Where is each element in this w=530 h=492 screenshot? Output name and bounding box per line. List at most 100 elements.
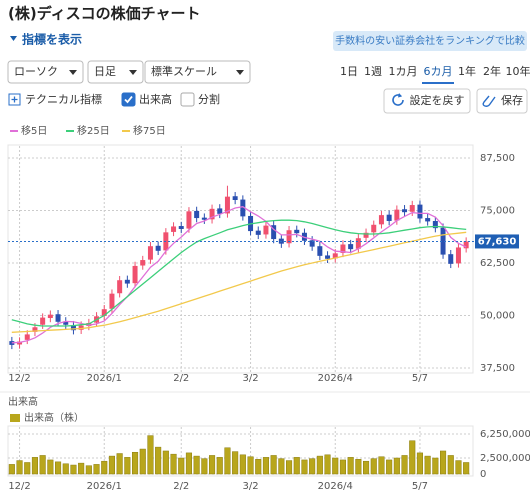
volume-bar — [47, 459, 54, 475]
candle-body — [371, 224, 377, 233]
volume-bar — [370, 458, 377, 475]
volume-bar — [101, 460, 108, 475]
candle-body — [63, 321, 69, 325]
period-tab[interactable]: 1カ月 — [389, 65, 418, 78]
volume-bar — [262, 457, 269, 475]
volume-bar — [247, 456, 254, 475]
reset-icon-head — [398, 93, 402, 98]
volume-bar — [301, 459, 308, 475]
volume-bar — [155, 446, 162, 475]
candle-body — [348, 244, 354, 250]
button-bg — [476, 88, 528, 114]
x-tick-label: 2026/4 — [318, 373, 353, 384]
volume-bar — [347, 457, 354, 475]
volume-bar — [386, 459, 393, 475]
checkbox-label: 出来高 — [139, 92, 172, 106]
candle-body — [255, 230, 261, 235]
candle-body — [271, 225, 277, 240]
checkbox-label: 分割 — [198, 92, 220, 106]
compare-button[interactable]: 手数料の安い証券会社をランキングで比較 — [333, 31, 527, 51]
period-tab[interactable]: 10年 — [506, 64, 530, 78]
y-tick-label: 6,250,000 — [480, 429, 530, 440]
y-tick-label: 62,500 — [480, 258, 515, 269]
candle-body — [417, 204, 423, 219]
volume-bar — [309, 458, 316, 475]
x-tick-label: 3/2 — [243, 373, 259, 384]
x-tick-label: 3/2 — [243, 481, 259, 492]
candle-body — [217, 208, 223, 214]
legend-label: 移25日 — [77, 124, 110, 137]
period-tab[interactable]: 1週 — [364, 65, 382, 78]
candle-body — [132, 265, 138, 284]
y-tick-label: 87,500 — [480, 153, 515, 164]
volume-bar — [432, 457, 439, 475]
candle-body — [263, 225, 269, 235]
button-label: 保存 — [501, 93, 523, 107]
volume-bar — [424, 455, 431, 475]
volume-bar — [409, 440, 416, 475]
candle-body — [70, 325, 76, 331]
dropdown[interactable] — [87, 60, 144, 84]
volume-bar — [178, 457, 185, 475]
indicator-toggle[interactable]: 指標を表示 — [10, 32, 82, 47]
x-tick-label: 12/2 — [8, 373, 30, 384]
period-tab[interactable]: 6カ月 — [424, 65, 453, 78]
volume-bar — [355, 459, 362, 475]
candle-body — [117, 280, 123, 294]
volume-bar — [270, 455, 277, 475]
volume-frame — [7, 425, 474, 477]
volume-bar — [124, 457, 131, 475]
volume-bar — [139, 448, 146, 475]
volume-bar — [339, 459, 346, 475]
candle-body — [294, 229, 300, 234]
volume-bar — [193, 455, 200, 475]
volume-bar — [293, 457, 300, 475]
candle-body — [209, 208, 215, 220]
candle-body — [425, 218, 431, 222]
last-price-tag — [475, 234, 519, 249]
reset-button[interactable]: 設定を戻す — [383, 88, 471, 114]
technical-label: テクニカル指標 — [25, 92, 102, 106]
candle-body — [186, 211, 192, 229]
volume-bar — [24, 462, 31, 475]
technical-toggle[interactable]: テクニカル指標 — [8, 92, 102, 106]
volume-bar — [224, 447, 231, 475]
save-button[interactable]: 保存 — [476, 88, 528, 114]
volume-title: 出来高 — [8, 395, 38, 408]
volume-bar — [447, 455, 454, 475]
volume-bar — [316, 455, 323, 475]
volume-bar — [278, 458, 285, 475]
dropdown[interactable] — [7, 60, 84, 84]
volume-bar — [185, 452, 192, 475]
candle-body — [309, 240, 315, 247]
candle-body — [409, 205, 415, 212]
y-tick-label: 0 — [480, 469, 486, 480]
volume-bar — [93, 464, 100, 475]
candle-body — [40, 317, 46, 325]
volume-bar — [8, 464, 15, 475]
dropdown-arrow — [69, 70, 77, 75]
candle-body — [201, 217, 207, 220]
candle-body — [32, 327, 38, 332]
x-tick-label: 2026/1 — [87, 481, 122, 492]
candle-body — [440, 227, 446, 255]
ma-line — [11, 231, 467, 333]
dropdown[interactable] — [144, 60, 251, 84]
checkbox[interactable] — [180, 92, 195, 107]
ma-line — [11, 219, 467, 327]
candle-body — [386, 214, 392, 221]
candle-body — [124, 279, 130, 284]
y-tick-label: 37,500 — [480, 363, 515, 374]
candle-body — [240, 199, 246, 217]
period-tab[interactable]: 1日 — [340, 65, 358, 78]
volume-bar — [39, 455, 46, 475]
period-tab[interactable]: 2年 — [483, 64, 501, 78]
volume-bar — [201, 458, 208, 475]
legend-label: 移5日 — [21, 124, 47, 137]
volume-bar — [286, 460, 293, 475]
candle-body — [224, 196, 230, 214]
legend-label: 出来高（株） — [24, 411, 84, 424]
period-tab[interactable]: 1年 — [458, 64, 476, 78]
volume-bar — [31, 457, 39, 475]
price-frame — [7, 144, 474, 374]
